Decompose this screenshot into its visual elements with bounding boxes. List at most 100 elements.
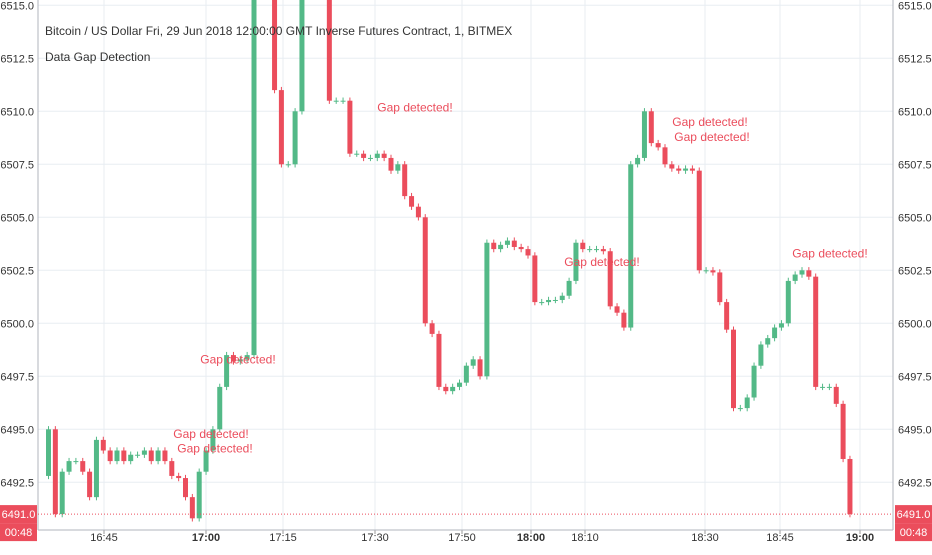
y-axis-tick-label-right: 6502.5 [898,265,932,277]
candle-body [443,386,449,392]
y-axis-tick-label-left: 6505.0 [0,212,34,224]
y-axis-tick-label-left: 6497.5 [0,371,34,383]
candle-body [409,196,415,207]
candle-body [381,153,387,158]
x-axis-tick-label: 16:45 [90,532,118,544]
candle-body [717,272,723,303]
candle-body [93,439,99,498]
countdown-badge-left [0,523,37,542]
gap-annotation: Gap detected! [177,442,252,456]
candle-body [176,475,182,479]
candle-body [772,327,778,339]
candle-body [333,100,339,102]
y-axis-tick-label-left: 6502.5 [0,265,34,277]
y-axis-tick-label-left: 6495.0 [0,424,34,436]
candle-body [155,450,161,462]
last-price-badge-right [895,505,932,524]
candle-body [785,280,791,324]
candle-body [635,157,641,165]
candle-body [607,251,613,307]
candle-body [457,382,462,387]
y-axis-tick-label-left: 6507.5 [0,159,34,171]
candle-body [758,344,764,366]
gap-annotation: Gap detected! [792,247,867,261]
candle-body [751,365,757,398]
y-axis-tick-label-right: 6500.0 [898,318,932,330]
y-axis-tick-label-left: 6515.0 [0,0,34,12]
candle-body [546,299,552,303]
candle-body [278,90,284,165]
y-axis-tick-label-left: 6492.5 [0,477,34,489]
last-price-badge-left [0,505,37,524]
candle-body [299,0,305,112]
candle-body [395,164,401,171]
y-axis-tick-label-left: 6500.0 [0,318,34,330]
candle-body [840,403,846,459]
candle-body [272,0,278,91]
y-axis-tick-label-right: 6495.0 [898,424,932,436]
candle-body [580,242,586,250]
y-axis-tick-label-right: 6512.5 [898,53,932,65]
candle-body [422,217,428,324]
candle-body [525,249,531,256]
candle-body [100,439,106,451]
candle-body [436,333,442,387]
candle-body [196,471,202,519]
candle-body [799,270,805,275]
candle-body [484,242,490,377]
candle-body [374,153,380,158]
candle-body [340,100,346,102]
chart-legend: Bitcoin / US Dollar Fri, 29 Jun 2018 12:… [45,18,512,70]
candle-body [778,323,784,328]
candle-body [326,0,332,101]
gap-annotation: Gap detected! [672,115,747,129]
candle-body [141,450,147,455]
x-axis-tick-label: 17:15 [269,532,297,544]
candle-body [402,164,408,197]
candle-body [587,249,593,251]
candle-body [244,355,250,360]
candle-body [80,461,86,472]
candle-body [532,255,538,303]
gap-annotation: Gap detected! [200,353,275,367]
candle-body [518,246,524,250]
candle-body [169,461,175,476]
candle-body [552,299,558,301]
gap-annotation: Gap detected! [377,100,452,114]
candle-body [655,143,661,148]
last-price-label-right: 6491.0 [897,509,931,521]
candle-body [566,280,572,296]
candle-body [230,355,236,362]
countdown-badge-right [895,523,932,542]
candle-body [820,386,826,388]
x-axis-tick-label: 18:10 [571,532,599,544]
candle-body [744,397,750,409]
candle-body [135,454,141,456]
indicator-label: Data Gap Detection [45,50,151,64]
candle-body [676,168,682,171]
candle-body [450,386,456,392]
candle-body [703,270,709,272]
candle-body [833,386,839,404]
candle-body [498,244,504,250]
candle-body [52,429,58,515]
y-axis-tick-label-left: 6512.5 [0,53,34,65]
candle-body [806,270,812,277]
candle-body [600,249,606,252]
candle-body [594,249,599,251]
candle-body [367,157,373,159]
candle-body [648,111,654,144]
x-axis-tick-label: 17:00 [192,532,220,544]
candle-body [114,450,120,462]
y-axis-tick-label-right: 6497.5 [898,371,932,383]
candle-body [710,270,716,273]
candle-body [183,478,188,498]
countdown-label-right: 00:48 [900,527,928,539]
candle-body [477,359,483,377]
candle-body [148,450,154,462]
y-axis-tick-label-right: 6515.0 [898,0,932,12]
y-axis-tick-label-right: 6507.5 [898,159,932,171]
x-axis-tick-label: 18:00 [517,532,545,544]
